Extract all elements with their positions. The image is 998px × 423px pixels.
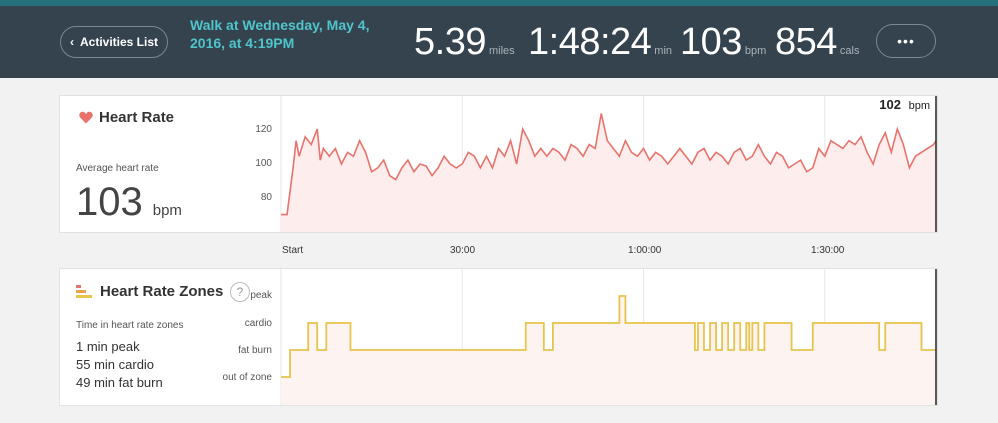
more-dots-icon: ••• xyxy=(897,33,915,49)
stat-calories-unit: cals xyxy=(839,45,860,57)
top-accent-strip xyxy=(0,0,998,6)
heart-icon xyxy=(79,111,93,124)
avg-heart-rate-label: Average heart rate xyxy=(76,163,159,174)
help-icon[interactable]: ? xyxy=(230,282,250,302)
stat-distance-value: 5.39 xyxy=(414,21,486,63)
avg-heart-rate-value: 103 xyxy=(76,180,143,224)
avg-heart-rate-unit: bpm xyxy=(152,202,182,219)
stat-duration: 1:48:24 min xyxy=(528,21,672,64)
zone-label-out-of-zone: out of zone xyxy=(222,372,272,383)
stat-heart-rate-value: 103 xyxy=(680,21,742,63)
stat-calories-value: 854 xyxy=(775,21,837,63)
stat-heart-rate-unit: bpm xyxy=(744,45,767,57)
zone-label-fatburn: fat burn xyxy=(238,345,272,356)
xtick-60: 1:00:00 xyxy=(628,245,662,256)
zone-summary-peak: 1 min peak xyxy=(76,339,140,354)
zones-subtitle: Time in heart rate zones xyxy=(76,320,184,331)
more-options-button[interactable]: ••• xyxy=(876,24,936,58)
xtick-start: Start xyxy=(282,245,304,256)
stat-distance: 5.39 miles xyxy=(414,21,515,64)
zones-title: Heart Rate Zones xyxy=(76,283,223,300)
hr-area xyxy=(281,113,936,232)
avg-heart-rate: 103 bpm xyxy=(76,180,182,225)
zone-label-peak: peak xyxy=(250,290,272,301)
xtick-90: 1:30:00 xyxy=(811,245,845,256)
heart-rate-title-text: Heart Rate xyxy=(99,109,175,126)
xtick-30: 30:00 xyxy=(450,245,476,256)
heart-rate-title: Heart Rate xyxy=(79,109,174,126)
stat-distance-unit: miles xyxy=(488,45,515,57)
stat-calories: 854 cals xyxy=(775,21,859,64)
hr-cursor-value: 102 xyxy=(879,97,901,112)
heart-rate-chart xyxy=(280,96,937,232)
stat-duration-value: 1:48:24 xyxy=(528,21,652,63)
hr-ytick-80: 80 xyxy=(260,192,272,203)
hr-cursor-readout: 102 bpm xyxy=(879,97,930,112)
zone-series-line xyxy=(281,295,936,378)
stat-duration-unit: min xyxy=(654,45,673,57)
hr-ytick-100: 100 xyxy=(255,158,272,169)
hr-ytick-120: 120 xyxy=(255,124,272,135)
back-button-label: Activities List xyxy=(79,35,159,49)
activity-header: ‹ Activities List Walk at Wednesday, May… xyxy=(0,6,998,78)
zone-summary-fatburn: 49 min fat burn xyxy=(76,375,163,390)
stat-heart-rate: 103 bpm xyxy=(680,21,766,64)
hr-cursor-unit: bpm xyxy=(908,100,930,112)
chevron-left-icon: ‹ xyxy=(69,35,74,49)
zones-title-text: Heart Rate Zones xyxy=(100,283,224,300)
zone-label-cardio: cardio xyxy=(244,318,272,329)
hr-series-line xyxy=(281,113,937,216)
activity-title: Walk at Wednesday, May 4, 2016, at 4:19P… xyxy=(190,17,370,51)
heart-rate-zones-chart xyxy=(280,269,937,405)
zone-summary-cardio: 55 min cardio xyxy=(76,357,155,372)
back-to-activities-button[interactable]: ‹ Activities List xyxy=(60,26,168,58)
zones-bars-icon xyxy=(76,285,92,298)
